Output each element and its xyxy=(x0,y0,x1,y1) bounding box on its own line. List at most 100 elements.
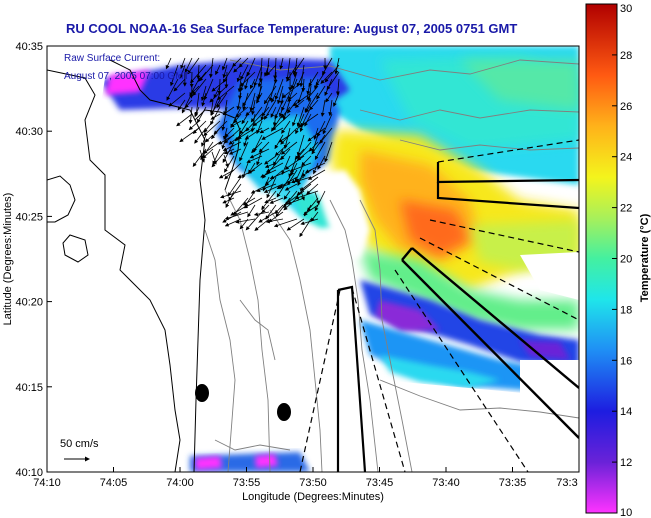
current-vector xyxy=(274,99,284,120)
current-vector xyxy=(291,113,298,127)
current-vector xyxy=(306,78,312,95)
current-vector xyxy=(269,197,284,204)
current-vector xyxy=(244,78,249,90)
current-vector xyxy=(312,162,319,175)
current-vector xyxy=(237,169,256,179)
y-axis-ticks: 40:35 40:30 40:25 40:20 40:15 40:10 xyxy=(15,41,52,479)
current-vector xyxy=(194,92,200,117)
current-vector xyxy=(281,120,291,134)
current-vector xyxy=(272,113,277,127)
current-vector xyxy=(290,71,298,90)
current-vector xyxy=(257,71,263,88)
current-vector xyxy=(260,169,277,178)
current-vector xyxy=(333,92,340,107)
current-vector xyxy=(211,151,217,165)
current-vector xyxy=(296,106,305,127)
current-vector xyxy=(252,113,270,127)
current-vector xyxy=(308,71,319,88)
current-vector xyxy=(211,127,221,140)
current-vector xyxy=(265,218,284,224)
current-vector xyxy=(221,134,228,150)
x-tick-label: 73:45 xyxy=(366,477,394,489)
current-vector xyxy=(281,85,298,99)
current-vector xyxy=(294,176,312,183)
current-vector xyxy=(196,64,201,80)
current-vector xyxy=(311,134,326,155)
current-vector xyxy=(320,99,326,117)
current-vector xyxy=(266,176,277,199)
current-vector xyxy=(165,57,172,70)
current-vector xyxy=(270,106,277,118)
x-tick-label: 73:40 xyxy=(432,477,460,489)
current-vector xyxy=(233,113,242,124)
colorbar-tick-label: 16 xyxy=(620,355,632,367)
current-vector xyxy=(228,134,242,145)
current-vector xyxy=(188,120,200,131)
colorbar-tick-label: 18 xyxy=(620,304,632,316)
coastline xyxy=(47,59,241,472)
current-vector xyxy=(239,71,249,92)
scale-label: 50 cm/s xyxy=(60,438,99,450)
current-vector xyxy=(224,211,249,220)
station-marker-2 xyxy=(277,403,291,421)
current-vector xyxy=(213,120,228,135)
current-vector xyxy=(314,141,326,160)
current-vector xyxy=(266,162,284,173)
current-vector xyxy=(205,134,214,143)
current-vector xyxy=(203,120,221,137)
current-vector xyxy=(288,155,298,178)
current-vector xyxy=(304,99,312,113)
current-vector xyxy=(246,155,263,163)
current-vector xyxy=(222,197,235,204)
current-vector xyxy=(334,57,340,75)
current-vector xyxy=(250,106,263,123)
current-vector xyxy=(335,78,340,96)
current-vector xyxy=(181,92,193,114)
current-vector xyxy=(259,127,270,134)
current-legend-line1: Raw Surface Current: xyxy=(64,53,160,64)
map-plot: Raw Surface Current: August 07, 2005 07:… xyxy=(46,45,580,473)
current-vector xyxy=(322,57,333,76)
current-vector xyxy=(201,92,207,107)
current-vector xyxy=(306,197,319,212)
current-vector xyxy=(281,155,291,176)
current-vector xyxy=(249,148,270,159)
current-vector xyxy=(251,99,256,116)
current-vector xyxy=(194,127,207,144)
current-vector xyxy=(286,218,305,231)
current-vector xyxy=(199,149,205,163)
current-vector xyxy=(297,85,305,104)
current-vector xyxy=(187,57,200,75)
current-vector xyxy=(235,106,249,118)
current-vector xyxy=(311,134,319,153)
current-vector xyxy=(297,169,305,187)
current-vector xyxy=(221,106,228,131)
current-vector xyxy=(203,78,214,101)
current-vector xyxy=(328,99,333,117)
current-vector xyxy=(240,64,249,81)
current-vector xyxy=(203,120,214,133)
current-vector xyxy=(261,190,277,210)
current-vector xyxy=(242,92,249,111)
current-vector xyxy=(264,64,270,77)
current-vector xyxy=(272,113,291,131)
colorbar-tick-label: 22 xyxy=(620,203,632,215)
current-vector xyxy=(245,211,263,231)
current-vector xyxy=(192,120,207,135)
current-vector xyxy=(309,99,319,111)
current-vector xyxy=(230,204,249,216)
current-vector xyxy=(220,190,242,199)
current-vector xyxy=(287,92,298,102)
current-vector xyxy=(299,187,305,201)
current-vector xyxy=(218,134,235,145)
zone-lines xyxy=(299,139,579,472)
current-vector xyxy=(253,64,263,87)
current-vector xyxy=(276,176,291,198)
current-vector xyxy=(211,78,228,92)
colorbar: 30 28 26 24 22 20 18 16 14 12 10 Temperature (°C) xyxy=(585,3,651,518)
current-vector xyxy=(281,106,291,119)
current-vector xyxy=(296,183,312,196)
current-vector xyxy=(228,148,242,155)
surface-current-vectors xyxy=(165,57,340,238)
